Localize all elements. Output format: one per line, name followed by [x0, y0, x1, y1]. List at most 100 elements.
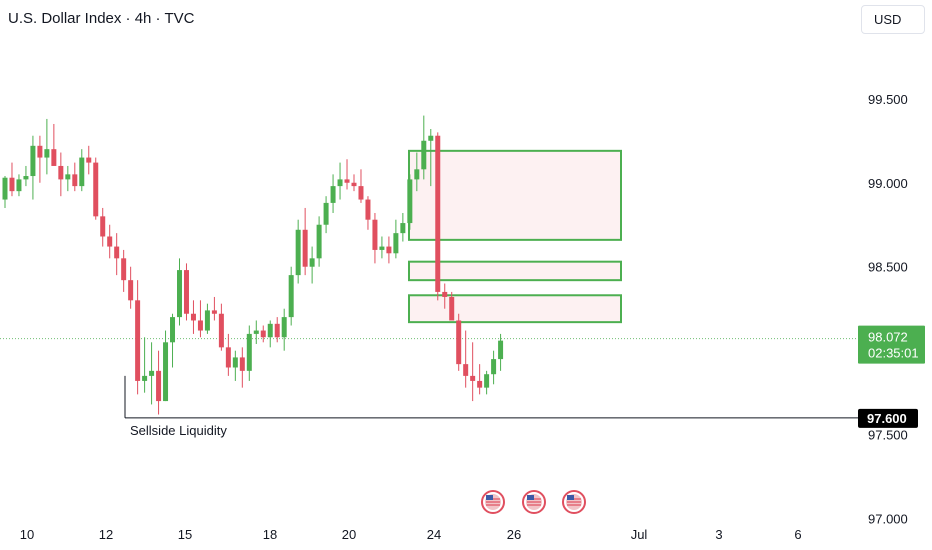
candle-down — [211, 310, 217, 314]
price-tick-label: 97.500 — [868, 428, 908, 443]
candle-down — [344, 179, 350, 183]
candle-down — [449, 296, 455, 321]
candle-up — [498, 340, 504, 360]
candle-down — [302, 229, 308, 267]
candle-down — [58, 165, 64, 180]
candle-down — [51, 149, 57, 166]
candle-up — [421, 140, 427, 170]
candle-down — [100, 216, 106, 237]
candle-down — [260, 330, 266, 338]
candle-up — [414, 169, 420, 180]
time-tick-label: 15 — [178, 527, 192, 542]
candle-down — [156, 370, 162, 402]
candle-down — [218, 313, 224, 348]
candles-layer — [2, 115, 504, 415]
time-tick-label: 24 — [427, 527, 441, 542]
current-price-value: 98.072 — [868, 330, 908, 345]
candle-down — [135, 300, 141, 381]
price-tick-label: 98.500 — [868, 260, 908, 275]
candle-down — [358, 186, 364, 200]
price-axis[interactable]: 99.500 99.000 98.500 97.500 97.000 98.07202:3… — [858, 92, 925, 527]
candle-up — [16, 179, 22, 192]
candle-down — [470, 375, 476, 381]
candle-up — [295, 229, 301, 276]
candle-down — [372, 219, 378, 250]
candle-down — [225, 347, 231, 368]
candle-up — [79, 157, 85, 187]
us-flag-event-icon — [562, 490, 586, 514]
candle-down — [351, 182, 357, 187]
time-tick-label: 26 — [507, 527, 521, 542]
candle-down — [93, 162, 99, 217]
candle-up — [400, 223, 406, 234]
current-price-tag — [858, 325, 925, 364]
us-flag-event-icon — [481, 490, 505, 514]
time-tick-label: 18 — [263, 527, 277, 542]
supply-zone — [408, 149, 622, 241]
flag-canton — [527, 495, 534, 500]
time-tick-label: 12 — [99, 527, 113, 542]
candle-up — [281, 317, 287, 338]
price-tick-label: 99.000 — [868, 176, 908, 191]
candle-up — [309, 258, 315, 267]
candle-up — [170, 317, 176, 343]
candle-up — [65, 174, 71, 180]
candle-down — [442, 291, 448, 297]
candle-down — [463, 364, 469, 376]
time-tick-label: Jul — [631, 527, 648, 542]
level-price-tag — [858, 408, 918, 428]
supply-zone — [408, 294, 622, 324]
candle-up — [44, 149, 50, 158]
candle-up — [142, 375, 148, 381]
candle-down — [190, 313, 196, 321]
candle-down — [107, 236, 113, 247]
zones-layer — [408, 149, 622, 324]
candle-up — [330, 186, 336, 203]
candle-down — [37, 145, 43, 158]
candle-down — [183, 270, 189, 314]
candle-up — [246, 333, 252, 371]
candle-down — [128, 280, 134, 301]
candle-down — [86, 157, 92, 163]
event-markers — [481, 490, 586, 514]
flag-canton — [567, 495, 574, 500]
candle-down — [114, 246, 120, 259]
level-price-value: 97.600 — [867, 411, 907, 426]
candle-up — [407, 179, 413, 224]
time-tick-label: 6 — [794, 527, 801, 542]
candle-up — [288, 275, 294, 318]
time-tick-label: 10 — [20, 527, 34, 542]
candle-down — [274, 323, 280, 338]
us-flag-event-icon — [522, 490, 546, 514]
candle-up — [267, 323, 273, 338]
flag-canton — [486, 495, 493, 500]
candle-up — [428, 135, 434, 141]
candle-up — [316, 224, 322, 259]
candle-down — [239, 357, 245, 371]
candle-up — [30, 145, 36, 177]
time-tick-label: 20 — [342, 527, 356, 542]
candle-down — [9, 177, 15, 192]
candle-up — [491, 359, 497, 375]
candle-up — [163, 342, 169, 402]
candle-up — [337, 179, 343, 187]
candle-down — [365, 199, 371, 220]
liquidity-annotation: Sellside Liquidity — [130, 423, 227, 438]
candle-down — [456, 320, 462, 365]
supply-zone — [408, 260, 622, 282]
candle-down — [121, 258, 127, 281]
currency-button[interactable]: USD — [861, 5, 925, 34]
time-tick-label: 3 — [715, 527, 722, 542]
candle-up — [323, 202, 329, 225]
time-axis[interactable]: 10 12 15 18 20 24 26 Jul 3 6 — [20, 527, 802, 542]
candle-up — [2, 177, 8, 200]
price-tick-label: 97.000 — [868, 512, 908, 527]
candle-up — [379, 246, 385, 250]
candle-down — [197, 320, 203, 331]
candle-down — [477, 380, 483, 388]
candle-up — [232, 357, 238, 368]
candle-up — [484, 374, 490, 388]
candle-up — [149, 370, 155, 376]
candle-down — [72, 174, 78, 187]
